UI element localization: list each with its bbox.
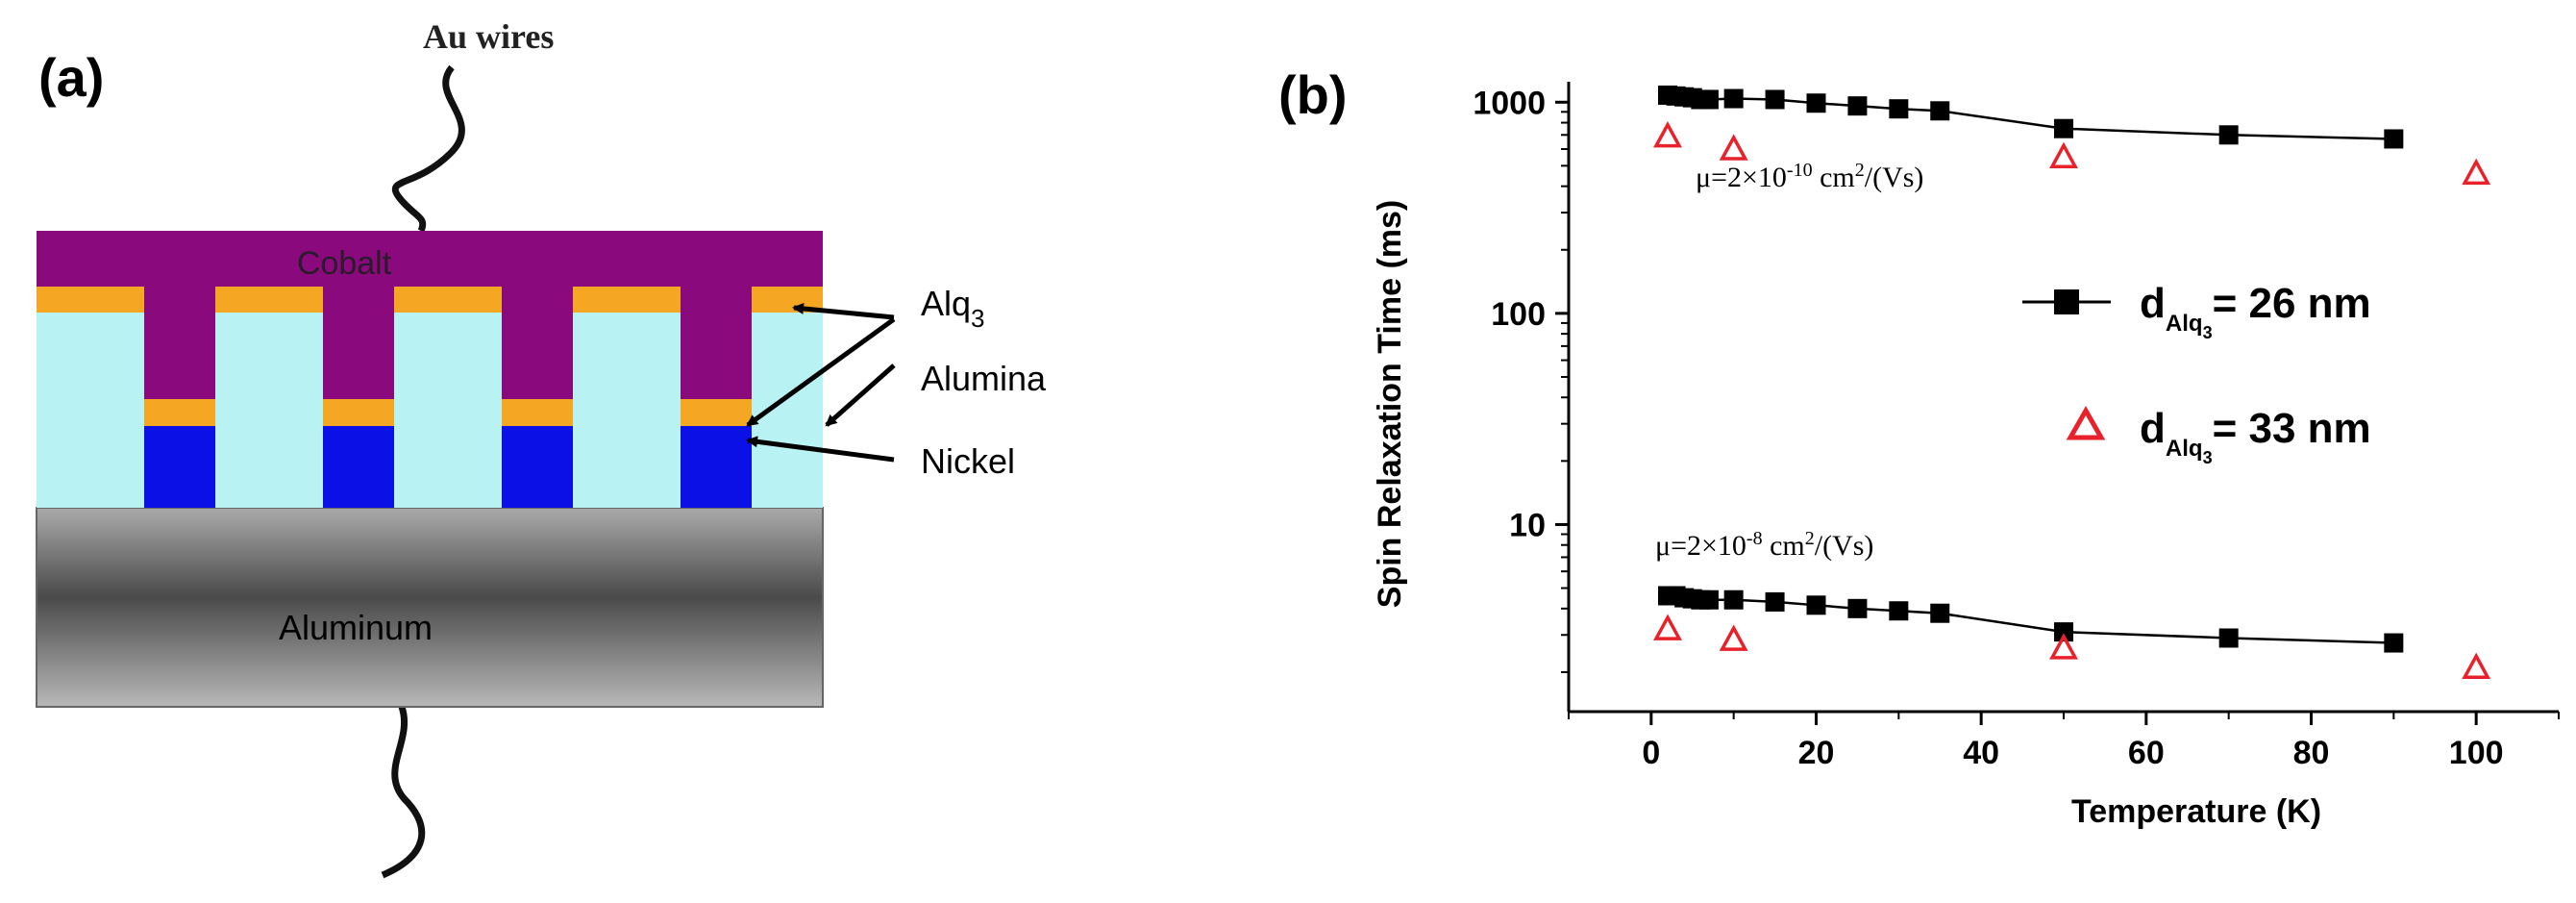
x-tick-label: 100 (2449, 735, 2504, 771)
alumina-pillars (37, 313, 823, 508)
y-axis-label: Spin Relaxation Time (ms) (1372, 200, 1408, 608)
aluminum-layer (36, 507, 824, 708)
x-tick-label: 40 (1963, 735, 1999, 771)
data-point-triangle (2462, 158, 2491, 186)
x-tick-label: 80 (2293, 735, 2330, 771)
au-wire-bottom (381, 705, 426, 879)
nickel-wires (144, 426, 752, 508)
chart-series (1653, 85, 2491, 680)
y-tick-label: 1000 (1473, 85, 1546, 121)
mobility-annotation-bottom: μ=2×10-8 cm2/(Vs) (1655, 528, 1873, 562)
data-point-triangle (1719, 134, 1748, 161)
x-tick-label: 60 (2128, 735, 2165, 771)
au-wire-top (391, 64, 465, 233)
legend-item-square: dAlq3= 26 nm (2022, 280, 2371, 342)
data-point-triangle (1653, 614, 1682, 640)
x-axis-label: Temperature (K) (2071, 793, 2321, 830)
data-point-triangle (2049, 141, 2078, 169)
legend-item-triangle: dAlq3= 33 nm (2066, 405, 2371, 467)
y-tick-label: 100 (1491, 296, 1546, 333)
panel-b-label: (b) (1278, 64, 1348, 125)
data-point-square (2054, 622, 2073, 642)
legend-marker-triangle (2066, 405, 2106, 440)
data-point-triangle (1653, 121, 1682, 148)
data-point-square (2384, 633, 2404, 653)
callout-arrows (746, 302, 896, 463)
data-point-square (1930, 603, 1950, 623)
alumina-callout: Alumina (921, 359, 1047, 398)
data-point-square (1765, 591, 1785, 612)
data-point-square (1806, 93, 1826, 113)
data-point-square (2218, 628, 2239, 648)
data-point-square (2218, 125, 2239, 145)
aluminum-label: Aluminum (279, 608, 433, 647)
cobalt-layer (37, 231, 823, 399)
data-point-square (1847, 598, 1868, 618)
legend-label-33nm: dAlq3= 33 nm (2140, 405, 2371, 467)
data-point-square (1930, 101, 1950, 121)
data-point-square (1698, 589, 1719, 610)
data-point-square (1889, 601, 1909, 621)
data-point-square (1765, 89, 1785, 110)
alq3-callout: Alq3 (921, 284, 985, 333)
au-wires-label: Au wires (423, 17, 554, 56)
cobalt-label: Cobalt (297, 245, 392, 282)
data-point-square (1723, 88, 1744, 109)
data-point-square (2054, 118, 2073, 138)
data-point-triangle (2462, 652, 2491, 680)
mobility-annotation-top: μ=2×10-10 cm2/(Vs) (1696, 160, 1923, 193)
data-point-square (1847, 96, 1868, 116)
x-tick-label: 0 (1642, 735, 1660, 771)
data-point-triangle (1719, 624, 1748, 651)
data-point-square (1698, 89, 1719, 110)
legend-marker-square (2054, 289, 2079, 314)
data-point-square (1889, 99, 1909, 119)
axis-ticks: 0 20 40 60 80 100 10 100 1000 (1473, 85, 2560, 771)
legend: dAlq3= 26 nm dAlq3= 33 nm (2022, 280, 2371, 467)
nickel-callout: Nickel (921, 441, 1015, 481)
y-tick-label: 10 (1509, 507, 1546, 543)
data-point-square (2384, 129, 2404, 149)
data-point-square (1723, 589, 1744, 610)
data-point-square (1806, 595, 1826, 615)
x-tick-label: 20 (1798, 735, 1835, 771)
panel-a-label: (a) (38, 47, 104, 108)
panel-b: (b) 0 20 40 60 80 100 10 100 1000 Temperature (K… (1278, 64, 2560, 830)
data-point-triangle (2049, 633, 2078, 660)
legend-label-26nm: dAlq3= 26 nm (2140, 280, 2371, 342)
panel-a: (a) Au wires Aluminum Cobalt (36, 17, 1047, 879)
